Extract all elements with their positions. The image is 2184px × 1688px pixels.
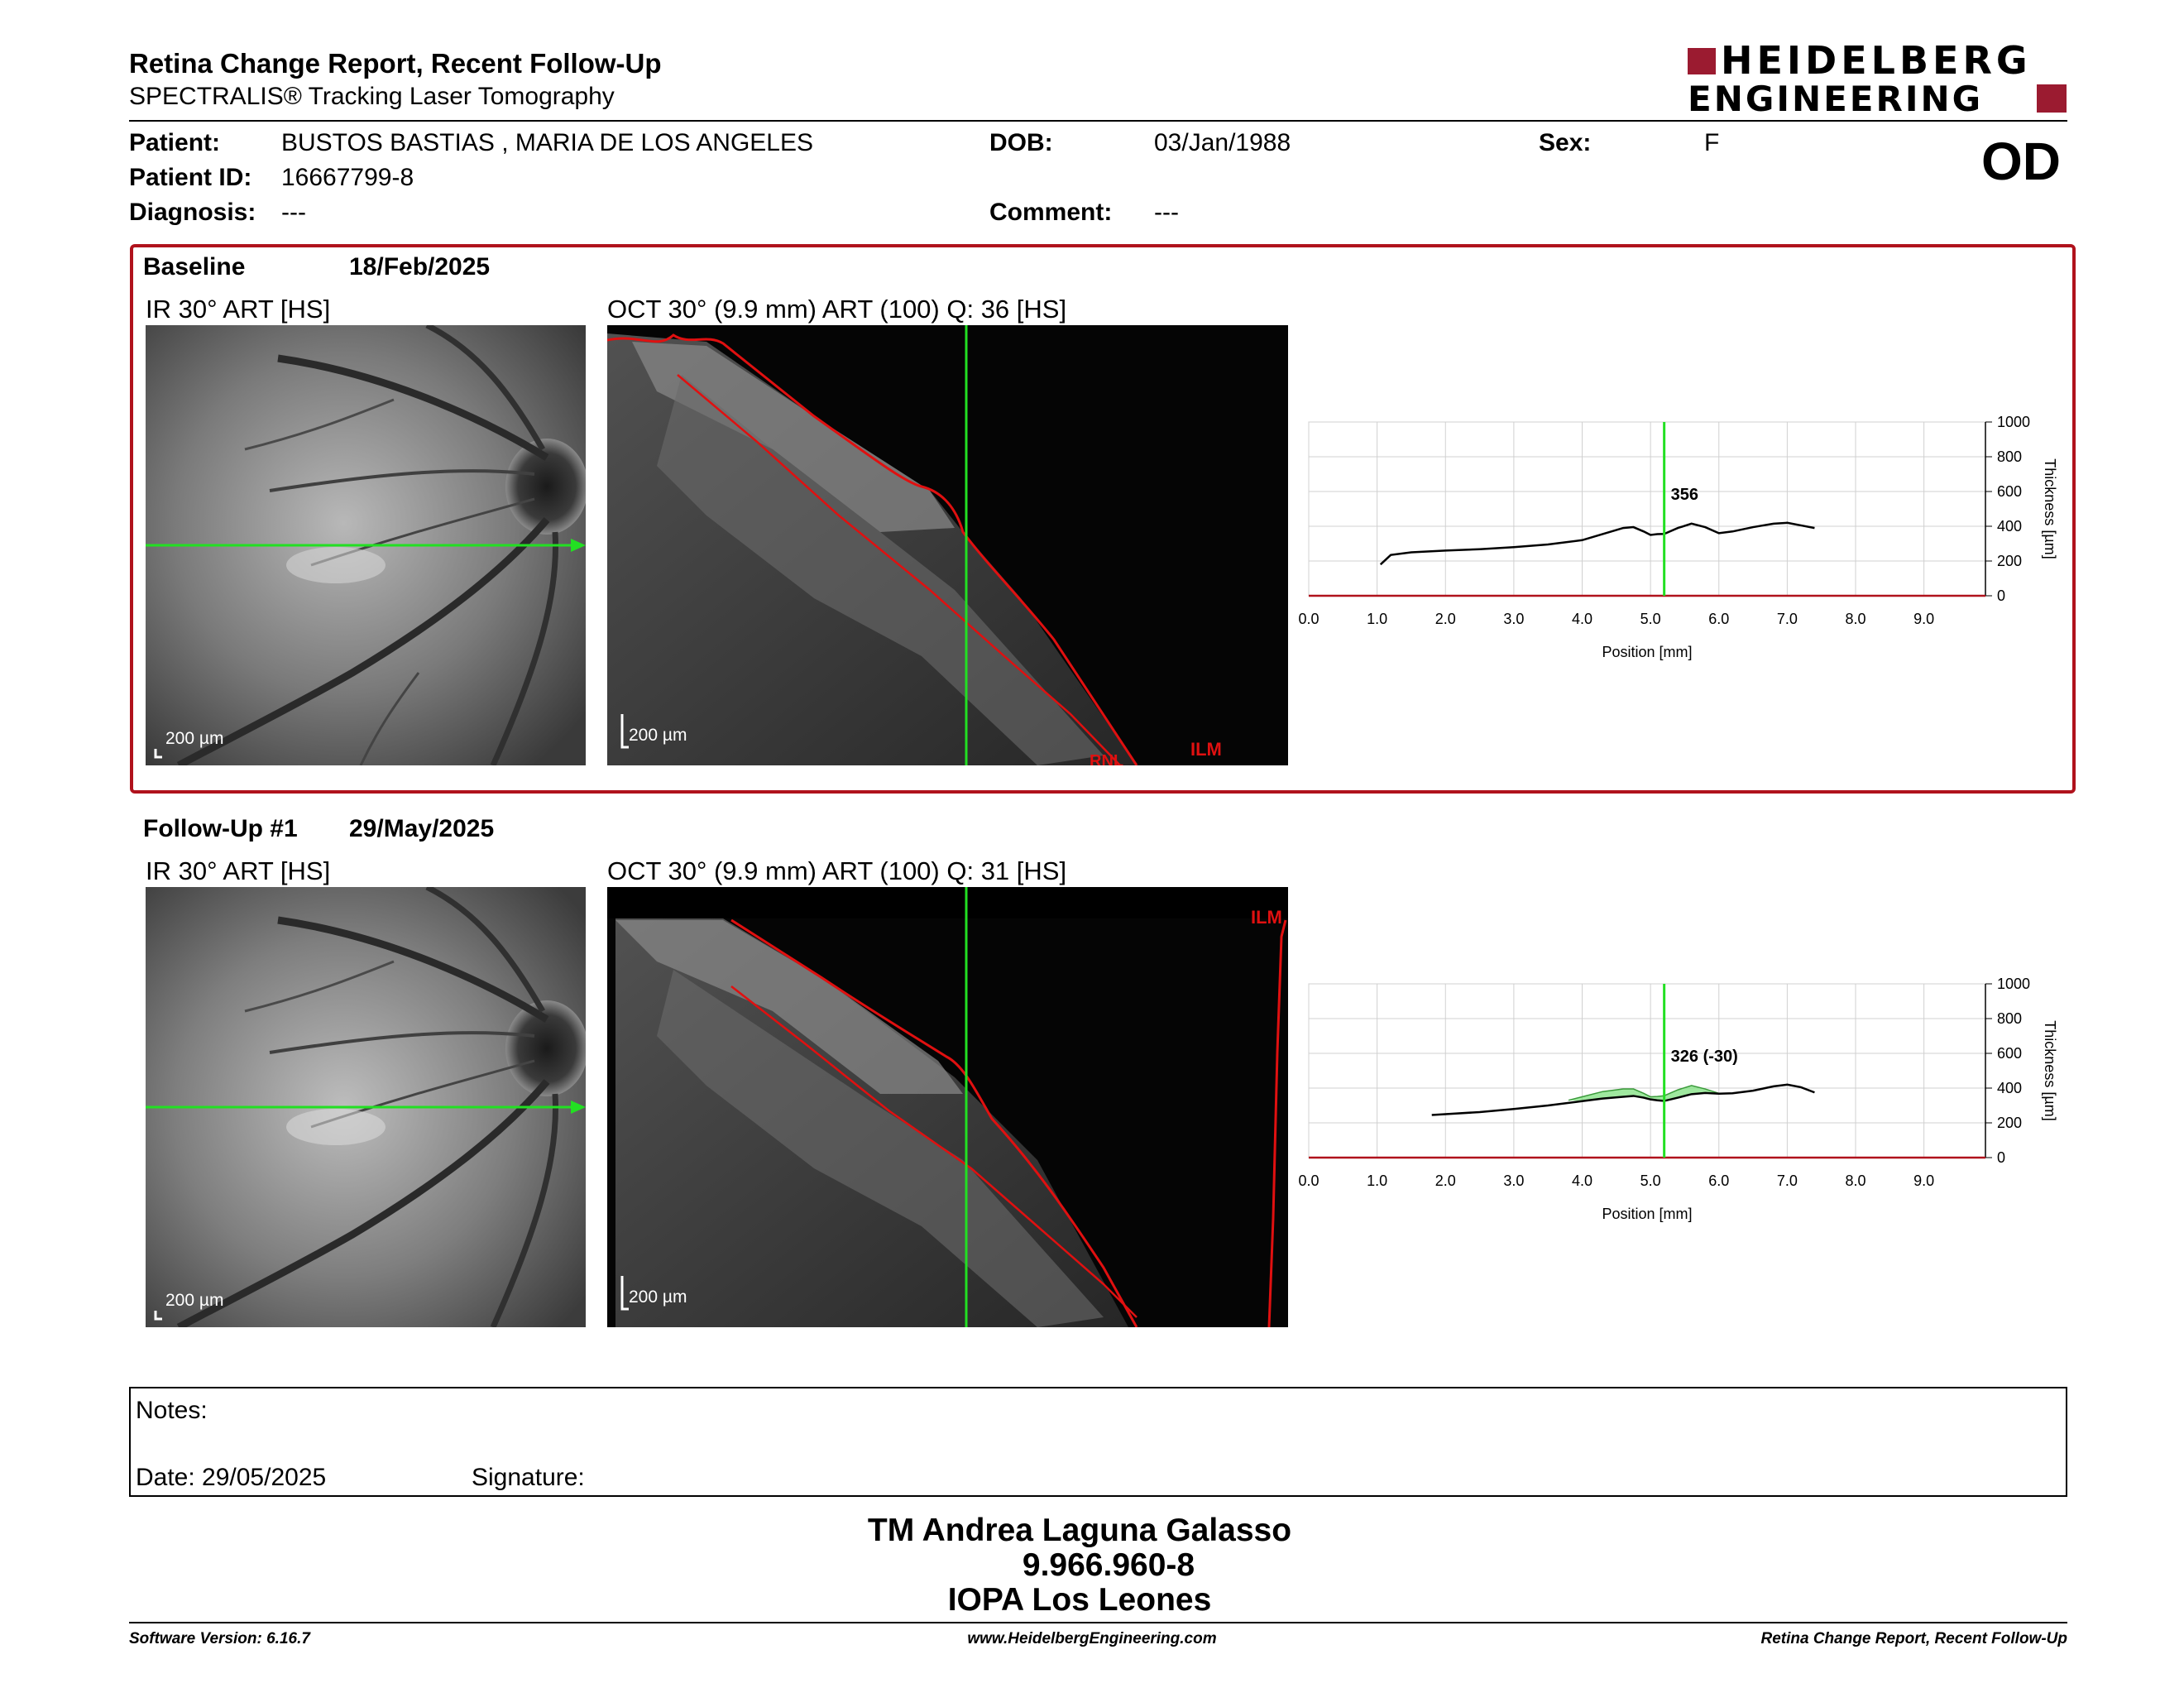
chart-y-tick-label: 0 bbox=[1997, 1149, 2005, 1166]
chart-y-tick-label: 1000 bbox=[1997, 976, 2030, 992]
chart-x-tick-label: 8.0 bbox=[1845, 1172, 1866, 1189]
chart-plot-area bbox=[1308, 983, 1986, 1158]
sex-value: F bbox=[1704, 129, 1720, 156]
footer-report: Retina Change Report, Recent Follow-Up bbox=[1760, 1630, 2067, 1647]
baseline-thickness-chart[interactable]: 0.0 1.0 2.0 3.0 4.0 5.0 6.0 7.0 8.0 9.0 0 200 400 600… bbox=[1298, 405, 2076, 679]
followup-date: 29/May/2025 bbox=[349, 815, 495, 842]
followup-ir-title: IR 30° ART [HS] bbox=[146, 856, 331, 885]
chart-x-tick-label: 0.0 bbox=[1299, 611, 1320, 627]
baseline-ir-title: IR 30° ART [HS] bbox=[146, 295, 331, 324]
baseline-label: Baseline bbox=[143, 253, 246, 281]
footer-website[interactable]: www.HeidelbergEngineering.com bbox=[967, 1630, 1217, 1647]
patient-label: Patient: bbox=[129, 129, 221, 156]
chart-x-tick-label: 4.0 bbox=[1572, 1172, 1592, 1189]
chart-x-tick-label: 5.0 bbox=[1640, 611, 1661, 627]
signer-rut: 9.966.960-8 bbox=[1022, 1547, 1195, 1583]
comment-label: Comment: bbox=[989, 199, 1113, 226]
sex-label: Sex: bbox=[1539, 129, 1592, 156]
chart-x-tick-label: 5.0 bbox=[1640, 1172, 1661, 1189]
chart-y-tick-label: 0 bbox=[1997, 587, 2005, 604]
chart-y-axis-label: Thickness [µm] bbox=[2042, 1020, 2058, 1120]
chart-x-tick-label: 7.0 bbox=[1777, 1172, 1798, 1189]
chart-y-tick-label: 600 bbox=[1997, 483, 2022, 500]
chart-x-tick-label: 2.0 bbox=[1435, 1172, 1456, 1189]
chart-y-tick-label: 800 bbox=[1997, 448, 2022, 465]
patient-id-value: 16667799-8 bbox=[281, 164, 414, 191]
diagnosis-label: Diagnosis: bbox=[129, 199, 256, 226]
chart-x-tick-label: 3.0 bbox=[1503, 611, 1524, 627]
chart-x-tick-label: 1.0 bbox=[1367, 1172, 1387, 1189]
baseline-date: 18/Feb/2025 bbox=[349, 253, 491, 281]
chart-series-line bbox=[1431, 1083, 1815, 1116]
followup-oct-scale: 200 µm bbox=[629, 1288, 687, 1307]
followup-rnl-line bbox=[730, 985, 1138, 1318]
report-title: Retina Change Report, Recent Follow-Up bbox=[129, 48, 662, 79]
chart-x-tick-label: 2.0 bbox=[1435, 611, 1456, 627]
chart-x-axis-label: Position [mm] bbox=[1602, 644, 1692, 660]
chart-x-tick-label: 0.0 bbox=[1299, 1172, 1320, 1189]
chart-y-tick-label: 600 bbox=[1997, 1045, 2022, 1062]
signature-label: Signature: bbox=[472, 1464, 585, 1491]
chart-marker-label: 326 (-30) bbox=[1671, 1048, 1738, 1066]
baseline-frame bbox=[130, 244, 2076, 794]
baseline-ir-image[interactable]: 200 µm bbox=[146, 325, 586, 765]
chart-plot-area bbox=[1308, 421, 1986, 597]
chart-y-tick-label: 200 bbox=[1997, 553, 2022, 569]
chart-x-tick-label: 6.0 bbox=[1708, 1172, 1729, 1189]
chart-series-line bbox=[1379, 521, 1815, 566]
baseline-rnl-line bbox=[677, 374, 1121, 765]
chart-x-tick-label: 7.0 bbox=[1777, 611, 1798, 627]
dob-value: 03/Jan/1988 bbox=[1154, 129, 1291, 156]
footer-software: Software Version: 6.16.7 bbox=[129, 1630, 310, 1647]
chart-y-tick-label: 400 bbox=[1997, 518, 2022, 535]
followup-ilm-line bbox=[730, 918, 1138, 1327]
notes-box[interactable] bbox=[129, 1387, 2067, 1497]
dob-label: DOB: bbox=[989, 129, 1053, 156]
notes-date: Date: 29/05/2025 bbox=[136, 1464, 327, 1491]
baseline-oct-title: OCT 30° (9.9 mm) ART (100) Q: 36 [HS] bbox=[607, 295, 1067, 324]
chart-x-tick-label: 8.0 bbox=[1845, 611, 1866, 627]
followup-thickness-chart[interactable]: 0.0 1.0 2.0 3.0 4.0 5.0 6.0 7.0 8.0 9.0 0 200 400 600… bbox=[1298, 967, 2076, 1240]
chart-marker-label: 356 bbox=[1671, 486, 1698, 504]
chart-x-tick-label: 9.0 bbox=[1913, 611, 1934, 627]
patient-id-label: Patient ID: bbox=[129, 164, 252, 191]
chart-x-tick-label: 9.0 bbox=[1913, 1172, 1934, 1189]
baseline-oct-scale: 200 µm bbox=[629, 726, 687, 745]
chart-series-reference bbox=[1568, 1085, 1733, 1101]
followup-ir-scale: 200 µm bbox=[165, 1291, 224, 1310]
patient-name: BUSTOS BASTIAS , MARIA DE LOS ANGELES bbox=[281, 129, 813, 156]
baseline-ilm-label: ILM bbox=[1190, 739, 1222, 760]
followup-label: Follow-Up #1 bbox=[143, 815, 298, 842]
report-subtitle: SPECTRALIS® Tracking Laser Tomography bbox=[129, 83, 615, 110]
chart-x-axis-label: Position [mm] bbox=[1602, 1206, 1692, 1222]
followup-ir-image[interactable]: 200 µm bbox=[146, 887, 586, 1327]
chart-y-tick-label: 400 bbox=[1997, 1080, 2022, 1096]
notes-label: Notes: bbox=[136, 1397, 208, 1424]
chart-x-tick-label: 1.0 bbox=[1367, 611, 1387, 627]
heidelberg-logo: HEIDELBERG ENGINEERING bbox=[1688, 41, 2068, 119]
comment-value: --- bbox=[1154, 199, 1179, 226]
eye-label: OD bbox=[1981, 132, 2061, 191]
logo-line1: HEIDELBERG bbox=[1721, 38, 2032, 83]
chart-x-tick-label: 4.0 bbox=[1572, 611, 1592, 627]
chart-y-axis-label: Thickness [µm] bbox=[2042, 458, 2058, 559]
logo-line2: ENGINEERING bbox=[1688, 79, 1984, 119]
chart-x-tick-label: 6.0 bbox=[1708, 611, 1729, 627]
chart-y-tick-label: 1000 bbox=[1997, 414, 2030, 430]
baseline-oct-image[interactable]: 200 µm ILM RNL bbox=[607, 325, 1288, 765]
chart-y-tick-label: 800 bbox=[1997, 1010, 2022, 1027]
chart-y-tick-label: 200 bbox=[1997, 1115, 2022, 1131]
baseline-ir-scale: 200 µm bbox=[165, 729, 224, 748]
chart-x-tick-label: 3.0 bbox=[1503, 1172, 1524, 1189]
baseline-rnl-label: RNL bbox=[1090, 752, 1124, 765]
signer-clinic: IOPA Los Leones bbox=[947, 1582, 1212, 1618]
diagnosis-value: --- bbox=[281, 199, 306, 226]
signer-name: TM Andrea Laguna Galasso bbox=[867, 1513, 1292, 1548]
followup-oct-title: OCT 30° (9.9 mm) ART (100) Q: 31 [HS] bbox=[607, 856, 1067, 885]
baseline-ilm-line bbox=[607, 333, 1138, 765]
followup-ilm-label: ILM bbox=[1251, 907, 1282, 928]
followup-oct-image[interactable]: 200 µm ILM bbox=[607, 887, 1288, 1327]
